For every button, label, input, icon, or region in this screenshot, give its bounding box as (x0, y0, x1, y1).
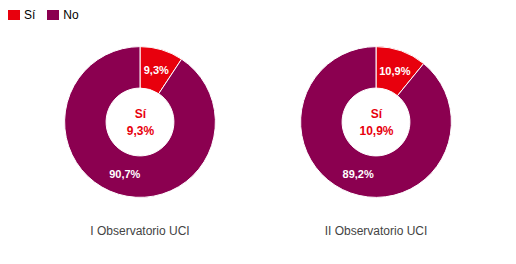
svg-text:90,7%: 90,7% (109, 168, 140, 180)
html-text:I Observatorio UCI: I Observatorio UCI (90, 224, 190, 238)
svg-text:Sí: Sí (135, 107, 147, 121)
svg-text:9,3%: 9,3% (144, 64, 169, 76)
html-text:Sí: Sí (24, 8, 36, 22)
html-text:II Observatorio UCI: II Observatorio UCI (324, 224, 428, 238)
svg-text:10,9%: 10,9% (379, 65, 410, 77)
svg-text:Sí: Sí (371, 107, 383, 121)
svg-text:89,2%: 89,2% (343, 168, 374, 180)
svg-text:9,3%: 9,3% (127, 124, 155, 138)
html-text:No: No (63, 8, 79, 22)
svg-text:10,9%: 10,9% (359, 124, 393, 138)
